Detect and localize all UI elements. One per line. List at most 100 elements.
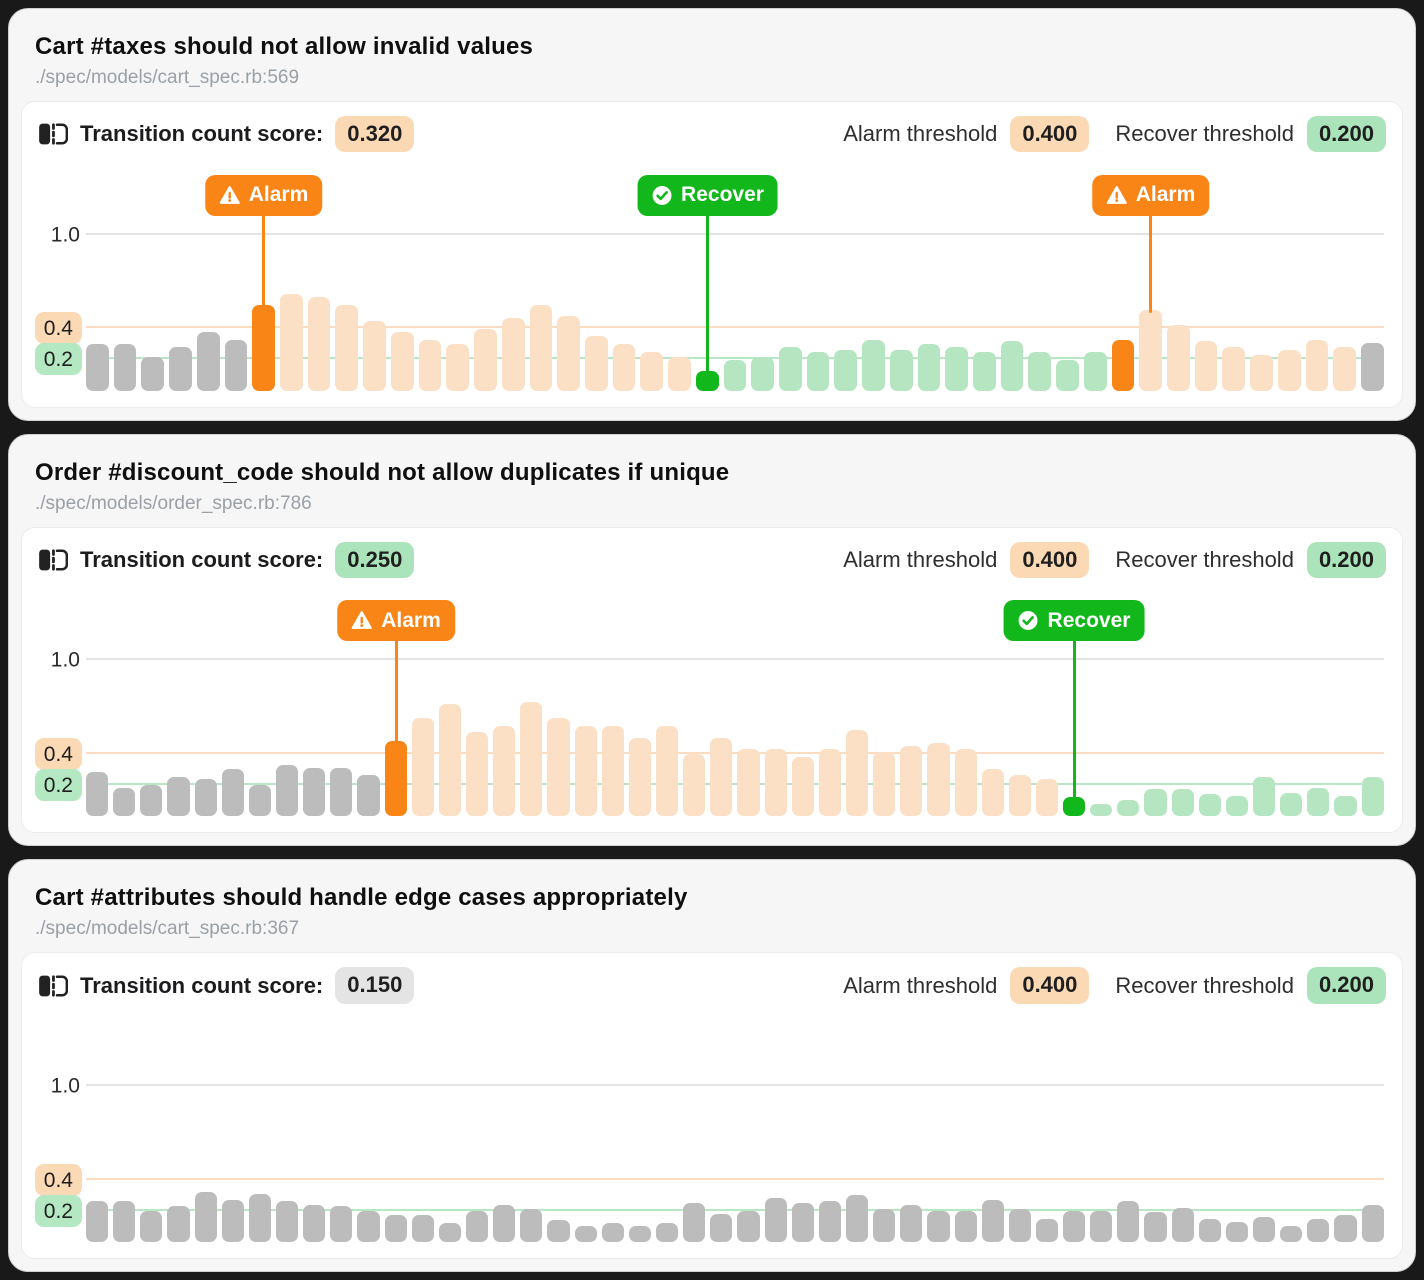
- chart-bar: [945, 346, 968, 391]
- chart-bar: [1035, 779, 1059, 817]
- alarm-marker-line: [1149, 213, 1152, 313]
- chart-bar: [954, 749, 977, 817]
- chart-bar: [493, 1205, 516, 1243]
- score-panel: Transition count score: 0.150 Alarm thre…: [21, 952, 1403, 1260]
- chart-bar: [330, 1206, 353, 1243]
- chart-bar: [357, 1211, 380, 1243]
- chart-bar: [1035, 1219, 1059, 1243]
- chart-bar: [529, 304, 553, 391]
- bar-series: [86, 1192, 1384, 1243]
- score-row: Transition count score: 0.320 Alarm thre…: [38, 116, 1386, 153]
- chart-bar: [973, 351, 996, 391]
- chart-bar: [751, 356, 774, 391]
- score-label: Transition count score:: [80, 121, 324, 147]
- recover-marker-line: [706, 213, 709, 374]
- chart-bar: [330, 768, 353, 817]
- chart-bar: [612, 343, 636, 391]
- recover-threshold-badge: 0.200: [1306, 967, 1386, 1004]
- chart-bar: [520, 702, 543, 817]
- warning-triangle-icon: [1106, 185, 1127, 204]
- chart-bar: [1361, 777, 1384, 817]
- chart-bar: [1139, 309, 1163, 391]
- recover-marker-label: Recover: [681, 183, 764, 207]
- chart-bar: [140, 785, 163, 817]
- chart-bar: [275, 1201, 299, 1243]
- chart-bar: [628, 738, 651, 817]
- chart-bar: [547, 1220, 570, 1243]
- axis-tick-label: 0.4: [34, 737, 82, 770]
- chart-bar: [574, 1226, 597, 1243]
- chart-bar: [917, 343, 941, 391]
- score-label: Transition count score:: [80, 972, 324, 998]
- alarm-threshold-badge: 0.400: [1010, 116, 1090, 153]
- chart-bar: [1090, 804, 1113, 817]
- chart-bar: [1117, 800, 1140, 817]
- gridline-0.4: [86, 751, 1384, 754]
- chart-bar: [1250, 354, 1273, 391]
- axis-tick-0.4: 0.4: [34, 737, 82, 770]
- chart-bar: [194, 1192, 217, 1243]
- spec-title: Cart #taxes should not allow invalid val…: [35, 33, 534, 60]
- chart-bar: [791, 1203, 814, 1243]
- axis-tick-label: 0.4: [34, 1163, 82, 1196]
- chart-bar: [1171, 1208, 1194, 1243]
- axis-tick-label: 1.0: [50, 648, 80, 672]
- axis-tick-label: 0.2: [34, 1194, 82, 1227]
- chart-bar: [1063, 797, 1086, 817]
- gridline-0.4: [86, 1177, 1384, 1180]
- warning-triangle-icon: [219, 185, 240, 204]
- chart-bar: [723, 359, 747, 391]
- gridline-0.2: [86, 783, 1384, 786]
- warning-triangle-icon: [351, 611, 372, 630]
- card-header: Order #discount_code should not allow du…: [9, 435, 1415, 523]
- chart-bar: [384, 1215, 407, 1243]
- chart-bar: [873, 752, 896, 817]
- chart-bar: [384, 741, 407, 817]
- gridline-1.0: [86, 232, 1384, 235]
- chart-bar: [86, 772, 109, 817]
- chart-bar: [363, 320, 386, 391]
- chart-bar: [224, 339, 248, 391]
- axis-tick-label: 1.0: [50, 223, 80, 247]
- chart-bar: [1280, 793, 1303, 817]
- chart-bar: [252, 304, 276, 391]
- chart-bar: [248, 1194, 271, 1243]
- chart-bar: [86, 343, 109, 391]
- chart-bar: [438, 1223, 461, 1243]
- axis-tick-0.2: 0.2: [34, 769, 82, 802]
- axis-tick-1.0: 1.0: [38, 646, 82, 675]
- chart-bar: [628, 1226, 651, 1243]
- chart-bar: [845, 730, 869, 817]
- chart-bar: [806, 351, 830, 391]
- chart-bar: [1280, 1226, 1303, 1243]
- chart-bar: [889, 349, 913, 391]
- spec-file-path: ./spec/models/cart_spec.rb:569: [35, 67, 300, 88]
- score-label: Transition count score:: [80, 546, 324, 572]
- chart-bar: [1307, 1219, 1330, 1243]
- chart-bar: [280, 293, 303, 391]
- chart-bar: [335, 304, 359, 391]
- recover-threshold-label: Recover threshold: [1115, 121, 1294, 147]
- transition-chart: 1.0 0.4 0.2 Alarm Recover: [34, 600, 1386, 822]
- score-badge: 0.320: [335, 116, 415, 153]
- chart-bar: [981, 1200, 1004, 1243]
- spec-card: Cart #attributes should handle edge case…: [8, 859, 1416, 1273]
- transition-panel-icon: [39, 974, 68, 997]
- alarm-marker-label: Alarm: [381, 608, 441, 632]
- alarm-marker-badge: Alarm: [337, 600, 455, 642]
- spec-card: Order #discount_code should not allow du…: [8, 433, 1416, 847]
- chart-bar: [778, 346, 802, 391]
- alarm-marker-line: [262, 213, 265, 308]
- recover-marker-label: Recover: [1047, 608, 1131, 632]
- alarm-marker-label: Alarm: [1135, 183, 1196, 207]
- score-row: Transition count score: 0.150 Alarm thre…: [38, 967, 1386, 1004]
- chart-bar: [655, 1223, 679, 1243]
- chart-bar: [737, 749, 760, 817]
- chart-bar: [446, 343, 470, 391]
- chart-bar: [954, 1211, 977, 1243]
- chart-bar: [710, 738, 733, 817]
- chart-bar: [1144, 789, 1167, 817]
- chart-bar: [1225, 796, 1249, 817]
- axis-tick-1.0: 1.0: [38, 220, 82, 249]
- recover-threshold-badge: 0.200: [1306, 541, 1386, 579]
